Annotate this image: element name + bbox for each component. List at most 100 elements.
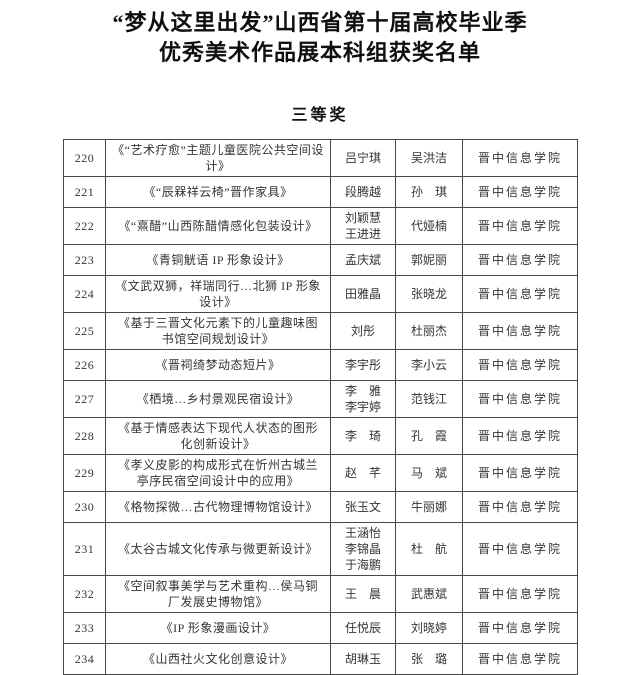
cell-no: 231 bbox=[63, 522, 106, 577]
person-name: 李 雅 bbox=[344, 384, 381, 399]
cell-school: 晋中信息学院 bbox=[462, 454, 578, 493]
table-row: 234 《山西社火文化创意设计》 胡琳玉 张 璐 晋中信息学院 bbox=[63, 643, 578, 675]
cell-no: 232 bbox=[63, 575, 106, 614]
cell-advisors: 范钱江 bbox=[395, 380, 463, 419]
table-row: 221 《“辰槑祥云椅”晋作家具》 段腾越 孙 琪 晋中信息学院 bbox=[63, 176, 578, 209]
cell-no: 225 bbox=[63, 312, 106, 351]
person-name: 王进进 bbox=[344, 227, 381, 242]
table-row: 222 《“熹醋”山西陈醋情感化包装设计》 刘颖慧 王进进 代娅楠 晋中信息学院 bbox=[63, 207, 578, 246]
cell-title: 《空间叙事美学与艺术重构…侯马铜厂发展史博物馆》 bbox=[105, 575, 331, 614]
table-row: 226 《晋祠绮梦动态短片》 李宇彤 李小云 晋中信息学院 bbox=[63, 349, 578, 382]
cell-advisors: 张晓龙 bbox=[395, 275, 463, 314]
person-name: 孙 琪 bbox=[410, 185, 447, 200]
cell-advisors: 杜丽杰 bbox=[395, 312, 463, 351]
cell-title: 《格物探微…古代物理博物馆设计》 bbox=[105, 491, 331, 524]
cell-school: 晋中信息学院 bbox=[462, 312, 578, 351]
table-row: 229 《孝义皮影的构成形式在忻州古城兰亭序民宿空间设计中的应用》 赵 芊 马 … bbox=[63, 454, 578, 493]
cell-advisors: 马 斌 bbox=[395, 454, 463, 493]
person-name: 郭妮丽 bbox=[410, 253, 447, 268]
cell-school: 晋中信息学院 bbox=[462, 491, 578, 524]
cell-no: 228 bbox=[63, 417, 106, 456]
cell-advisors: 杜 航 bbox=[395, 522, 463, 577]
person-name: 于海鹏 bbox=[344, 558, 381, 573]
person-name: 田雅晶 bbox=[344, 287, 381, 302]
cell-title: 《基于三晋文化元素下的儿童趣味图书馆空间规划设计》 bbox=[105, 312, 331, 351]
cell-advisors: 刘晓婷 bbox=[395, 612, 463, 645]
table-row: 225 《基于三晋文化元素下的儿童趣味图书馆空间规划设计》 刘彤 杜丽杰 晋中信… bbox=[63, 312, 578, 351]
cell-school: 晋中信息学院 bbox=[462, 244, 578, 277]
cell-authors: 李 雅李宇婷 bbox=[330, 380, 396, 419]
table-row: 230 《格物探微…古代物理博物馆设计》 张玉文 牛丽娜 晋中信息学院 bbox=[63, 491, 578, 524]
cell-school: 晋中信息学院 bbox=[462, 139, 578, 178]
cell-title: 《太谷古城文化传承与微更新设计》 bbox=[105, 522, 331, 577]
cell-school: 晋中信息学院 bbox=[462, 380, 578, 419]
person-name: 胡琳玉 bbox=[344, 652, 381, 667]
cell-school: 晋中信息学院 bbox=[462, 575, 578, 614]
cell-authors: 田雅晶 bbox=[330, 275, 396, 314]
cell-advisors: 代娅楠 bbox=[395, 207, 463, 246]
person-name: 马 斌 bbox=[410, 466, 447, 481]
cell-authors: 李宇彤 bbox=[330, 349, 396, 382]
person-name: 王 晨 bbox=[344, 587, 381, 602]
table-row: 231 《太谷古城文化传承与微更新设计》 王涵怡 李锦晶 于海鹏 杜 航 晋中信息学… bbox=[63, 522, 578, 577]
person-name: 刘颖慧 bbox=[344, 211, 381, 226]
person-name: 赵 芊 bbox=[344, 466, 381, 481]
person-name: 吕宁琪 bbox=[344, 151, 381, 166]
cell-authors: 王涵怡 李锦晶 于海鹏 bbox=[330, 522, 396, 577]
cell-advisors: 孙 琪 bbox=[395, 176, 463, 209]
cell-title: 《“熹醋”山西陈醋情感化包装设计》 bbox=[105, 207, 331, 246]
table-row: 224 《文武双狮，祥瑞同行…北狮 IP 形象设计》 田雅晶 张晓龙 晋中信息学… bbox=[63, 275, 578, 314]
person-name: 张 璐 bbox=[410, 652, 447, 667]
person-name: 孔 霞 bbox=[410, 429, 447, 444]
cell-school: 晋中信息学院 bbox=[462, 176, 578, 209]
table-row: 228 《基于情感表达下现代人状态的图形化创新设计》 李 琦 孔 霞 晋中信息学… bbox=[63, 417, 578, 456]
cell-no: 233 bbox=[63, 612, 106, 645]
person-name: 李小云 bbox=[410, 358, 447, 373]
cell-authors: 吕宁琪 bbox=[330, 139, 396, 178]
cell-title: 《IP 形象漫画设计》 bbox=[105, 612, 331, 645]
document-title-line-1: “梦从这里出发”山西省第十届高校毕业季 bbox=[112, 10, 528, 35]
person-name: 杜丽杰 bbox=[410, 324, 447, 339]
person-name: 李宇彤 bbox=[344, 358, 381, 373]
cell-advisors: 张 璐 bbox=[395, 643, 463, 675]
person-name: 刘彤 bbox=[350, 324, 375, 339]
cell-no: 223 bbox=[63, 244, 106, 277]
person-name: 吴洪洁 bbox=[410, 151, 447, 166]
person-name: 杜 航 bbox=[410, 542, 447, 557]
cell-advisors: 李小云 bbox=[395, 349, 463, 382]
award-table: 220 《“艺术疗愈”主题儿童医院公共空间设计》 吕宁琪 吴洪洁 晋中信息学院 … bbox=[63, 139, 578, 675]
table-row: 233 《IP 形象漫画设计》 任悦辰 刘晓婷 晋中信息学院 bbox=[63, 612, 578, 645]
cell-authors: 胡琳玉 bbox=[330, 643, 396, 675]
cell-no: 221 bbox=[63, 176, 106, 209]
cell-authors: 孟庆斌 bbox=[330, 244, 396, 277]
cell-title: 《山西社火文化创意设计》 bbox=[105, 643, 331, 675]
document-title-line-2: 优秀美术作品展本科组获奖名单 bbox=[158, 39, 481, 65]
cell-title: 《“艺术疗愈”主题儿童医院公共空间设计》 bbox=[105, 139, 331, 178]
person-name: 张晓龙 bbox=[410, 287, 447, 302]
person-name: 李 琦 bbox=[344, 429, 381, 444]
cell-authors: 任悦辰 bbox=[330, 612, 396, 645]
person-name: 段腾越 bbox=[344, 185, 381, 200]
document-title: “梦从这里出发”山西省第十届高校毕业季 优秀美术作品展本科组获奖名单 bbox=[0, 8, 640, 67]
person-name: 李锦晶 bbox=[344, 542, 381, 557]
table-row: 223 《青铜觥语 IP 形象设计》 孟庆斌 郭妮丽 晋中信息学院 bbox=[63, 244, 578, 277]
cell-title: 《栖境…乡村景观民宿设计》 bbox=[105, 380, 331, 419]
cell-school: 晋中信息学院 bbox=[462, 612, 578, 645]
cell-no: 229 bbox=[63, 454, 106, 493]
cell-title: 《青铜觥语 IP 形象设计》 bbox=[105, 244, 331, 277]
cell-authors: 李 琦 bbox=[330, 417, 396, 456]
cell-no: 227 bbox=[63, 380, 106, 419]
cell-title: 《“辰槑祥云椅”晋作家具》 bbox=[105, 176, 331, 209]
document-page: “梦从这里出发”山西省第十届高校毕业季 优秀美术作品展本科组获奖名单 三等奖 2… bbox=[0, 8, 640, 675]
person-name: 武惠斌 bbox=[410, 587, 447, 602]
cell-advisors: 武惠斌 bbox=[395, 575, 463, 614]
cell-title: 《晋祠绮梦动态短片》 bbox=[105, 349, 331, 382]
cell-title: 《文武双狮，祥瑞同行…北狮 IP 形象设计》 bbox=[105, 275, 331, 314]
person-name: 范钱江 bbox=[410, 392, 447, 407]
cell-authors: 刘颖慧 王进进 bbox=[330, 207, 396, 246]
cell-advisors: 牛丽娜 bbox=[395, 491, 463, 524]
cell-authors: 张玉文 bbox=[330, 491, 396, 524]
cell-advisors: 郭妮丽 bbox=[395, 244, 463, 277]
cell-authors: 段腾越 bbox=[330, 176, 396, 209]
cell-authors: 赵 芊 bbox=[330, 454, 396, 493]
